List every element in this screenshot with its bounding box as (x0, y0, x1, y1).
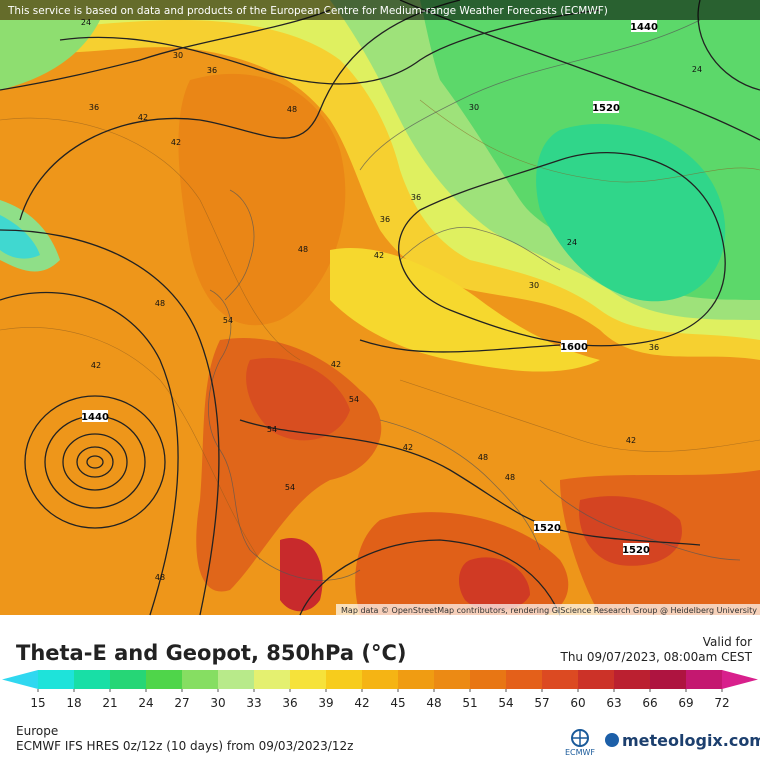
colorbar-segment (290, 670, 327, 689)
colorbar-segment (506, 670, 543, 689)
region: Europe (16, 724, 58, 738)
theta-label: 48 (298, 245, 308, 254)
geopotential-label: 1520 (533, 523, 561, 534)
colorbar-segment (74, 670, 111, 689)
theta-label: 42 (403, 443, 413, 452)
colorbar-tick-label: 30 (210, 696, 225, 710)
colorbar-segment (614, 670, 651, 689)
theta-label: 54 (349, 395, 359, 404)
theta-label: 48 (505, 473, 515, 482)
colorbar-tick-label: 39 (318, 696, 333, 710)
theta-label: 36 (89, 103, 99, 112)
colorbar-arrow (722, 670, 758, 689)
theta-label: 42 (138, 113, 148, 122)
geopotential-label: 1520 (622, 545, 650, 556)
colorbar-segment (578, 670, 615, 689)
theta-label: 36 (207, 66, 217, 75)
colorbar-tick-label: 63 (606, 696, 621, 710)
colorbar-tick-label: 33 (246, 696, 261, 710)
colorbar-segment (686, 670, 723, 689)
theta-label: 36 (649, 343, 659, 352)
colorbar-segment (650, 670, 687, 689)
colorbar-tick-label: 15 (30, 696, 45, 710)
colorbar-segment (470, 670, 507, 689)
theta-label: 42 (171, 138, 181, 147)
brand-label: meteologix.com (622, 731, 760, 750)
geopotential-label: 1440 (630, 22, 658, 33)
colorbar-tick-label: 51 (462, 696, 477, 710)
theta-label: 42 (331, 360, 341, 369)
colorbar-segment (146, 670, 183, 689)
geopotential-label: 1520 (592, 103, 620, 114)
valid-label: Valid for (703, 635, 752, 649)
geopotential-labels: 1440 1520 1440 1600 1520 1520 (81, 20, 658, 556)
colorbar-tick-label: 60 (570, 696, 585, 710)
colorbar-segment (398, 670, 435, 689)
theta-label: 30 (469, 103, 479, 112)
colorbar-tick-label: 24 (138, 696, 153, 710)
colorbar-segment (254, 670, 291, 689)
ecmwf-logo: ECMWF (565, 729, 595, 757)
colorbar-tick-label: 48 (426, 696, 441, 710)
colorbar-tick-label: 18 (66, 696, 81, 710)
attribution-bg (336, 604, 760, 615)
colorbar-tick-label: 69 (678, 696, 693, 710)
ecmwf-label: ECMWF (565, 748, 595, 757)
colorbar-segment (218, 670, 255, 689)
colorbar-segment (542, 670, 579, 689)
colorbar-tick-label: 72 (714, 696, 729, 710)
colorbar-tick-label: 27 (174, 696, 189, 710)
geopotential-contours (0, 0, 760, 616)
colorbar: 15 18 21 24 27 30 33 36 39 42 45 48 51 54 57 60 63 66 69 72 (2, 670, 758, 710)
theta-label: 24 (81, 18, 91, 27)
theta-label: 54 (223, 316, 233, 325)
map-field (0, 0, 760, 616)
colorbar-arrow (2, 670, 38, 689)
colorbar-tick-label: 54 (498, 696, 513, 710)
brand: meteologix.com (605, 731, 760, 750)
colorbar-segment (434, 670, 471, 689)
theta-label: 42 (374, 251, 384, 260)
theta-label: 24 (567, 238, 577, 247)
geopotential-label: 1440 (81, 412, 109, 423)
theta-label: 48 (155, 573, 165, 582)
theta-label: 42 (91, 361, 101, 370)
theta-label: 36 (411, 193, 421, 202)
model-info: ECMWF IFS HRES 0z/12z (10 days) from 09/… (16, 739, 353, 753)
colorbar-segment (38, 670, 75, 689)
colorbar-segment (182, 670, 219, 689)
theta-label: 30 (529, 281, 539, 290)
theta-labels: 24 30 36 36 42 42 48 48 54 54 42 36 30 24 24 30 36 42 48 54… (81, 18, 702, 582)
colorbar-tick-label: 45 (390, 696, 405, 710)
theta-label: 48 (155, 299, 165, 308)
colorbar-segment (110, 670, 147, 689)
banner: This service is based on data and produc… (7, 5, 608, 17)
colorbar-tick-label: 66 (642, 696, 657, 710)
colorbar-segment (362, 670, 399, 689)
theta-label: 24 (692, 65, 702, 74)
legend-title: Theta-E and Geopot, 850hPa (°C) (16, 641, 406, 665)
theta-label: 48 (287, 105, 297, 114)
colorbar-tick-label: 57 (534, 696, 549, 710)
attribution: Map data © OpenStreetMap contributors, r… (341, 606, 757, 615)
theta-label: 30 (173, 51, 183, 60)
geopotential-label: 1600 (560, 342, 588, 353)
theta-label: 36 (380, 215, 390, 224)
valid-time: Thu 09/07/2023, 08:00am CEST (560, 650, 753, 664)
theta-label: 48 (478, 453, 488, 462)
theta-label: 54 (285, 483, 295, 492)
colorbar-tick-label: 42 (354, 696, 369, 710)
theta-label: 54 (267, 425, 277, 434)
colorbar-segment (326, 670, 363, 689)
colorbar-tick-label: 36 (282, 696, 297, 710)
banner-bg (0, 0, 760, 20)
colorbar-tick-label: 21 (102, 696, 117, 710)
theta-label: 42 (626, 436, 636, 445)
